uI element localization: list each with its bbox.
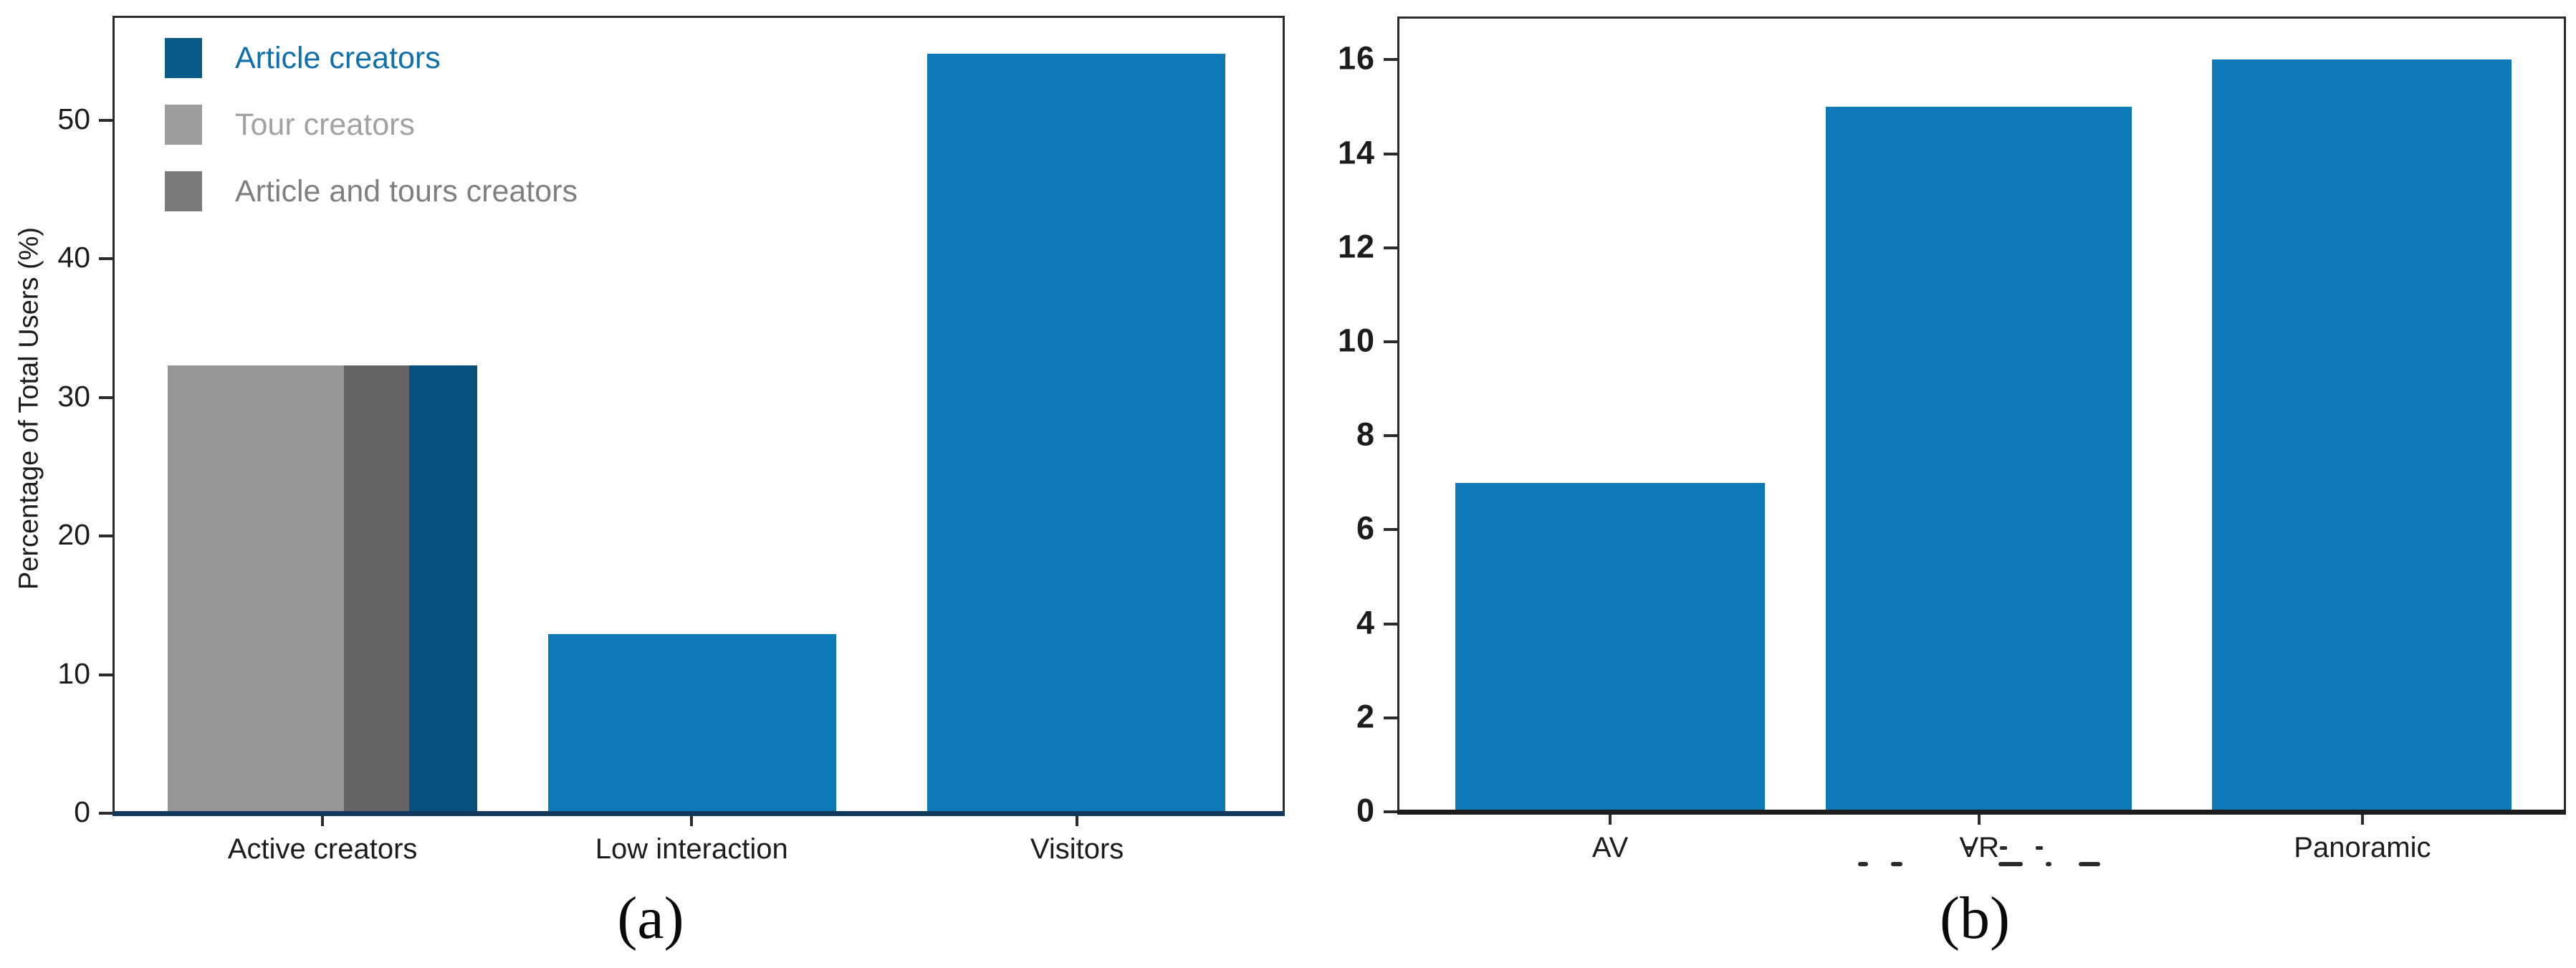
x-tick-label-visitors: Visitors [1030,833,1124,865]
legend-label-article-creators: Article creators [235,40,441,75]
legend-swatch-tour-creators [165,105,202,145]
y-tick-label: 8 [1356,416,1375,453]
y-tick-mark [1384,58,1397,62]
y-tick-mark [1384,810,1397,813]
y-tick-label: 16 [1337,40,1375,77]
y-tick-mark [1384,152,1397,155]
legend-entry-article-and-tours-creators: Article and tours creators [165,171,578,211]
y-tick-label: 30 [57,379,90,413]
y-tick-mark [1384,622,1397,626]
y-tick-label: 40 [57,241,90,274]
y-tick-mark [99,257,112,261]
y-tick-label: 0 [74,795,90,828]
y-tick-mark [1384,528,1397,532]
x-tick-mark [2360,814,2364,825]
bar-segment-article-and-tours-creators [344,365,409,813]
x-tick-mark [1978,814,1981,825]
remnant-mark [1998,862,2023,866]
remnant-mark [2079,862,2100,866]
caption-a: (a) [617,885,684,952]
legend-entry-article-creators: Article creators [165,38,578,78]
remnant-dot [2036,846,2043,850]
y-tick-mark [99,812,112,815]
legend-swatch-article-creators [165,38,202,78]
y-tick-mark [99,396,112,399]
chart-a-plot-area: 0 10 20 30 40 50 Active creators Low interactio… [57,16,1285,863]
x-tick-mark [321,815,325,826]
legend-swatch-article-and-tours-creators [165,171,202,211]
y-tick-label: 2 [1356,698,1375,735]
y-tick-label: 4 [1356,604,1375,641]
y-tick-label: 10 [1337,322,1375,359]
y-tick-mark [99,535,112,538]
x-tick-label-av: AV [1591,832,1629,863]
x-tick-label-active-creators: Active creators [227,833,418,865]
caption-b: (b) [1940,885,2010,952]
y-tick-mark [1384,716,1397,719]
bar-av [1455,483,1766,812]
legend-label-tour-creators: Tour creators [235,107,415,142]
remnant-mark [2046,862,2051,866]
chart-b-plot-area: 0 2 4 6 8 10 12 14 16 AV VR Panoramic [1338,16,2566,866]
y-tick-label: 50 [57,102,90,135]
y-tick-mark [99,118,112,122]
y-tick-mark [1384,246,1397,249]
x-tick-mark [1076,815,1079,826]
x-tick-label-panoramic: Panoramic [2294,832,2431,863]
y-tick-label: 20 [57,518,90,552]
remnant-mark [1891,862,1902,866]
y-tick-mark [1384,340,1397,343]
y-tick-label: 14 [1337,134,1375,171]
remnant-mark [1858,862,1868,866]
legend-label-article-and-tours-creators: Article and tours creators [235,173,578,209]
y-tick-label: 0 [1356,792,1375,829]
remnant-dot [1965,846,1973,850]
bar-vr [1825,106,2132,812]
y-tick-label: 10 [57,656,90,690]
legend-entry-tour-creators: Tour creators [165,105,578,145]
x-tick-label-low-interaction: Low interaction [595,833,788,865]
bar-segment-article-creators [408,365,477,813]
y-tick-label: 12 [1337,228,1375,265]
x-axis-spine [1397,810,2566,815]
x-tick-mark [690,815,694,826]
legend: Article creators Tour creators Article and… [165,38,578,211]
chart-a-y-axis-title: Percentage of Total Users (%) [14,226,44,590]
bar-visitors [927,54,1226,813]
x-tick-mark [1609,814,1612,825]
y-tick-mark [1384,434,1397,438]
bar-panoramic [2212,59,2512,812]
bar-group-active-creators [168,365,477,813]
y-tick-label: 6 [1356,510,1375,547]
x-axis-spine [112,811,1285,816]
bar-segment-tour-creators [168,365,345,813]
cropped-label-remnant [1858,846,2116,869]
remnant-dot [2000,846,2007,850]
y-tick-mark [99,673,112,676]
bar-low-interaction [547,634,837,813]
